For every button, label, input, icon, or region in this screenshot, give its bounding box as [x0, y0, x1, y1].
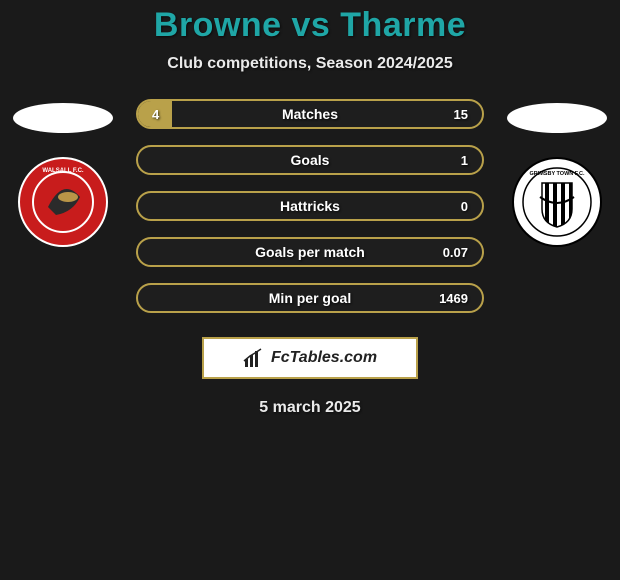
- left-player-ellipse: [13, 103, 113, 133]
- stat-bar: Goals per match0.07: [136, 237, 484, 267]
- stat-right-value: 1: [428, 153, 468, 168]
- comparison-row: WALSALL F.C. 4Matches15 Goals1 Hattricks0 G…: [0, 99, 620, 313]
- stat-label: Min per goal: [192, 290, 428, 306]
- stat-bar: 4Matches15: [136, 99, 484, 129]
- stat-label: Goals: [192, 152, 428, 168]
- brand-box[interactable]: FcTables.com: [202, 337, 418, 379]
- stat-right-value: 0.07: [428, 245, 468, 260]
- stat-right-value: 15: [428, 107, 468, 122]
- stat-right-value: 1469: [428, 291, 468, 306]
- brand-text: FcTables.com: [271, 349, 377, 367]
- grimsby-badge-icon: GRIMSBY TOWN F.C.: [512, 157, 602, 247]
- svg-text:GRIMSBY TOWN F.C.: GRIMSBY TOWN F.C.: [529, 171, 585, 177]
- page-title: Browne vs Tharme: [0, 6, 620, 45]
- subtitle: Club competitions, Season 2024/2025: [0, 55, 620, 73]
- svg-text:WALSALL F.C.: WALSALL F.C.: [42, 168, 84, 174]
- left-club-badge: WALSALL F.C.: [18, 157, 108, 247]
- right-player-ellipse: [507, 103, 607, 133]
- right-side: GRIMSBY TOWN F.C.: [502, 99, 612, 247]
- stat-label: Matches: [192, 106, 428, 122]
- stat-left-value: 4: [152, 107, 192, 122]
- stat-bar: Min per goal1469: [136, 283, 484, 313]
- stat-label: Goals per match: [192, 244, 428, 260]
- walsall-badge-icon: WALSALL F.C.: [18, 157, 108, 247]
- stat-bar: Hattricks0: [136, 191, 484, 221]
- date-text: 5 march 2025: [0, 399, 620, 417]
- stats-column: 4Matches15 Goals1 Hattricks0 Goals per matc…: [136, 99, 484, 313]
- stat-label: Hattricks: [192, 198, 428, 214]
- right-club-badge: GRIMSBY TOWN F.C.: [512, 157, 602, 247]
- bar-chart-icon: [243, 347, 265, 369]
- stat-bar: Goals1: [136, 145, 484, 175]
- stat-right-value: 0: [428, 199, 468, 214]
- left-side: WALSALL F.C.: [8, 99, 118, 247]
